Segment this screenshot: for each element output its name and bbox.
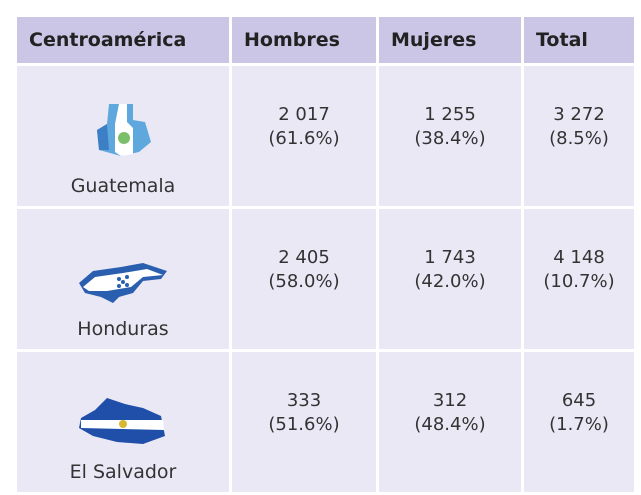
country-cell: Guatemala	[14, 63, 232, 209]
header-cell: Total	[521, 14, 637, 66]
count: 312	[432, 390, 468, 411]
count: 333	[286, 390, 322, 411]
percent: (51.6%)	[268, 414, 340, 435]
country-cell: Honduras	[14, 206, 232, 352]
cell: 2 017 (61.6%)	[229, 63, 379, 209]
count: 3 272	[553, 104, 605, 125]
cell: 2 405 (58.0%)	[229, 206, 379, 352]
flag-map	[79, 263, 167, 303]
count: 1 743	[424, 247, 476, 268]
header-cell: Mujeres	[376, 14, 524, 66]
cell: 1 255 (38.4%)	[376, 63, 524, 209]
flag-map	[79, 398, 165, 444]
header-cell: Centroamérica	[14, 14, 232, 66]
row: Honduras 2 405 (58.0%) 1 743 (42.0%) 4 148…	[14, 206, 637, 352]
cell: 333 (51.6%)	[229, 349, 379, 495]
cell: 645 (1.7%)	[521, 349, 637, 495]
count: 1 255	[424, 104, 476, 125]
header-row: Centroamérica Hombres Mujeres Total	[14, 14, 637, 66]
cell: 312 (48.4%)	[376, 349, 524, 495]
count: 4 148	[553, 247, 605, 268]
cell: 4 148 (10.7%)	[521, 206, 637, 352]
data-table: Centroamérica Hombres Mujeres Total Guat…	[14, 14, 637, 495]
country-name: El Salvador	[69, 461, 177, 483]
percent: (58.0%)	[268, 271, 340, 292]
flag-map	[97, 104, 151, 156]
count: 2 405	[278, 247, 330, 268]
percent: (48.4%)	[414, 414, 486, 435]
cell: 1 743 (42.0%)	[376, 206, 524, 352]
row: El Salvador 333 (51.6%) 312 (48.4%) 645 (1.…	[14, 349, 637, 495]
percent: (38.4%)	[414, 128, 486, 149]
percent: (42.0%)	[414, 271, 486, 292]
row: Guatemala 2 017 (61.6%) 1 255 (38.4%) 3 27…	[14, 63, 637, 209]
percent: (8.5%)	[549, 128, 609, 149]
header-cell: Hombres	[229, 14, 379, 66]
country-name: Guatemala	[70, 175, 176, 197]
percent: (10.7%)	[543, 271, 615, 292]
count: 645	[561, 390, 597, 411]
percent: (1.7%)	[549, 414, 609, 435]
country-name: Honduras	[77, 318, 169, 340]
page: Centroamérica Hombres Mujeres Total Guat…	[14, 14, 637, 495]
count: 2 017	[278, 104, 330, 125]
cell: 3 272 (8.5%)	[521, 63, 637, 209]
country-cell: El Salvador	[14, 349, 232, 495]
percent: (61.6%)	[268, 128, 340, 149]
